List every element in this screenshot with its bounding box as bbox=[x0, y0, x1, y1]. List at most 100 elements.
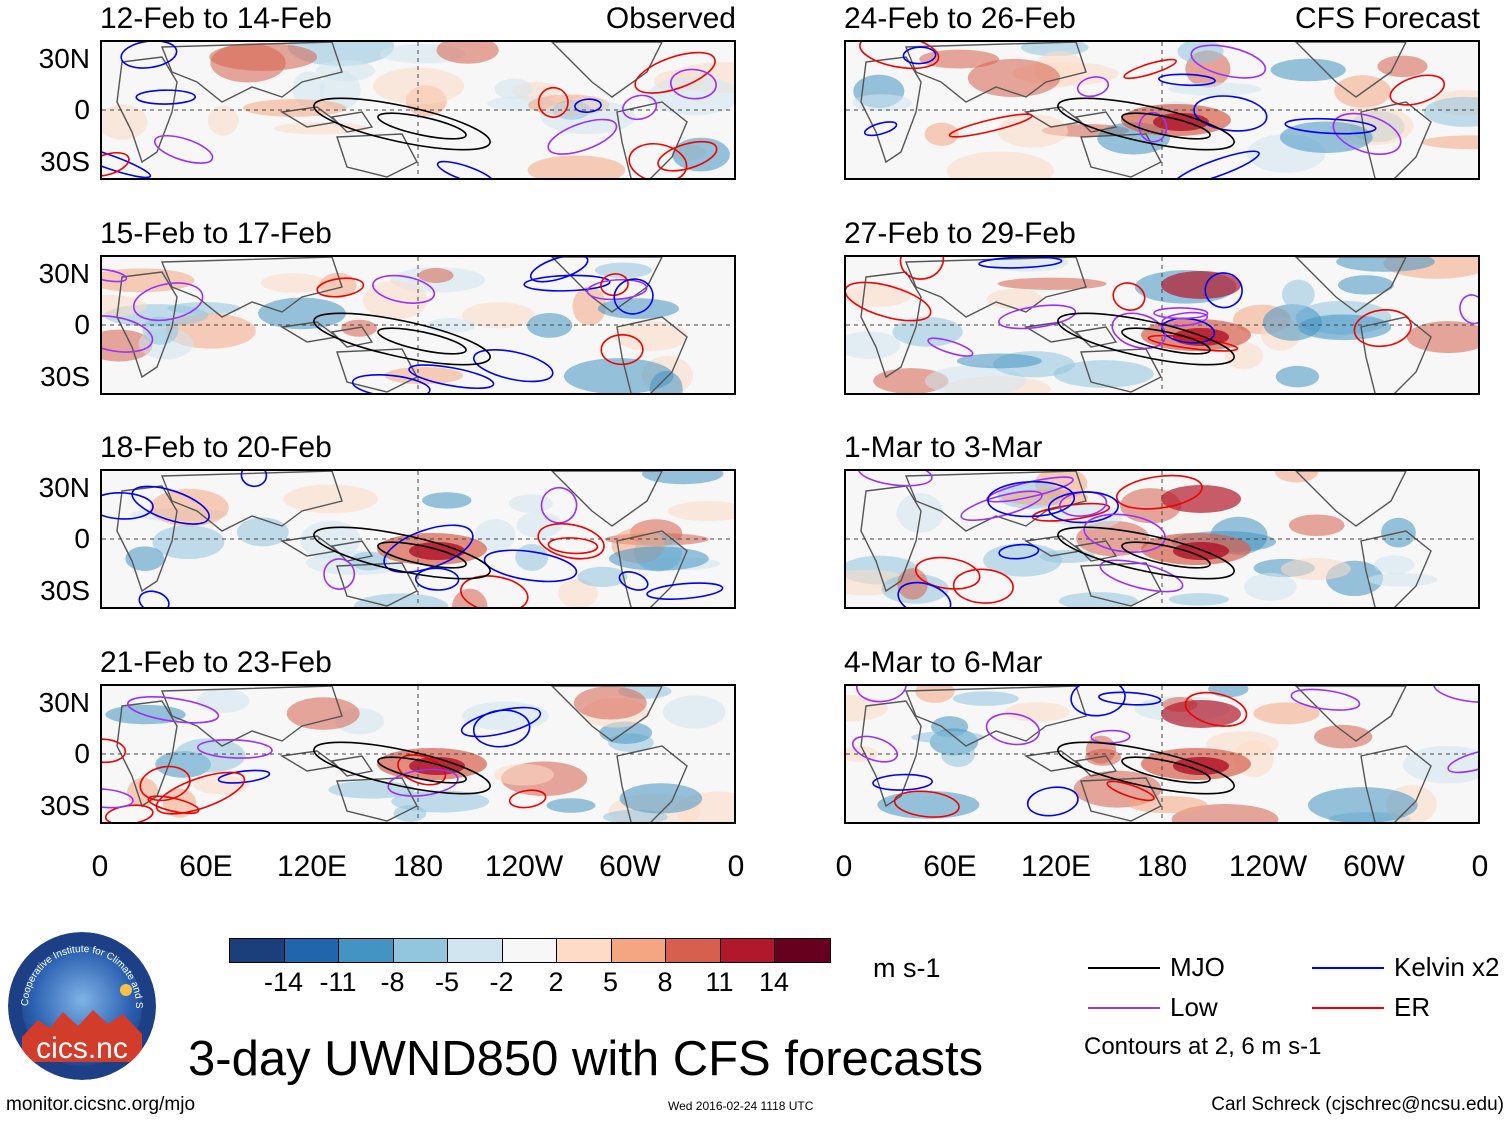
wind-anomaly-shading bbox=[436, 42, 499, 64]
wind-anomaly-shading bbox=[619, 783, 703, 814]
coastline bbox=[904, 686, 1087, 747]
wind-anomaly-shading bbox=[1253, 702, 1320, 725]
wave-contour bbox=[196, 738, 273, 759]
wind-anomaly-shading bbox=[1374, 555, 1415, 575]
wind-anomaly-shading bbox=[283, 484, 379, 514]
panel-title: 15-Feb to 17-Feb bbox=[100, 217, 332, 250]
coastline bbox=[116, 271, 178, 379]
coastline bbox=[1023, 321, 1118, 348]
footer-timestamp: Wed 2016-02-24 1118 UTC bbox=[668, 1099, 814, 1113]
wind-anomaly-shading bbox=[667, 501, 734, 522]
wave-contour bbox=[155, 771, 246, 815]
longitude-label: 0 bbox=[91, 850, 109, 883]
wave-contour bbox=[669, 68, 717, 100]
coastline bbox=[860, 485, 922, 593]
wave-contour bbox=[408, 364, 495, 390]
coastline bbox=[860, 700, 922, 808]
coastline bbox=[904, 257, 1087, 318]
wave-contour bbox=[1332, 112, 1402, 155]
latitude-label: 0 bbox=[74, 309, 90, 340]
map-plot bbox=[100, 40, 736, 180]
wave-contour bbox=[1121, 112, 1211, 140]
wind-anomaly-shading bbox=[1314, 724, 1373, 749]
wind-anomaly-shading bbox=[558, 578, 599, 607]
wave-contour bbox=[102, 738, 127, 764]
colorbar-swatch bbox=[502, 939, 557, 962]
wave-contour bbox=[313, 741, 491, 795]
wind-anomaly-shading bbox=[846, 331, 901, 359]
wind-anomaly-shading bbox=[515, 544, 549, 572]
wind-anomaly-shading bbox=[540, 99, 636, 135]
coastline bbox=[279, 106, 374, 133]
coastline bbox=[1023, 750, 1118, 777]
wind-anomaly-shading bbox=[508, 494, 553, 513]
wind-anomaly-shading bbox=[426, 318, 476, 334]
wave-contour bbox=[102, 268, 128, 283]
wind-anomaly-shading bbox=[647, 76, 734, 116]
wind-anomaly-shading bbox=[1307, 787, 1418, 822]
wind-anomaly-shading bbox=[384, 366, 464, 385]
wave-contour bbox=[634, 51, 716, 94]
wave-contour bbox=[1106, 780, 1155, 802]
map-svg bbox=[846, 257, 1478, 393]
wave-contour bbox=[351, 374, 431, 393]
wave-contour bbox=[586, 278, 648, 301]
wave-contour bbox=[987, 480, 1076, 518]
wind-anomaly-shading bbox=[102, 329, 153, 362]
coastline bbox=[551, 686, 663, 742]
wave-contour bbox=[1111, 312, 1167, 350]
wind-anomaly-shading bbox=[494, 78, 533, 100]
wave-contour bbox=[126, 696, 220, 724]
wave-contour bbox=[1389, 74, 1446, 106]
legend-label: MJO bbox=[1170, 952, 1225, 982]
longitude-label: 60W bbox=[599, 850, 661, 883]
wind-anomaly-shading bbox=[300, 520, 361, 560]
wave-contour bbox=[897, 581, 952, 607]
latitude-label: 30N bbox=[38, 472, 90, 503]
wave-contour bbox=[1057, 526, 1235, 580]
panel-column-label: Observed bbox=[605, 2, 736, 35]
wind-anomaly-shading bbox=[983, 543, 1063, 577]
coastline bbox=[551, 42, 663, 98]
coastline bbox=[336, 348, 418, 393]
wind-anomaly-shading bbox=[152, 525, 225, 560]
panel-title: 21-Feb to 23-Feb bbox=[100, 646, 332, 679]
legend-line-swatch bbox=[1088, 1006, 1160, 1009]
wave-contour bbox=[153, 134, 214, 164]
wave-contour bbox=[859, 42, 940, 70]
map-panel: 27-Feb to 29-Feb bbox=[844, 219, 1480, 395]
wave-contour bbox=[952, 568, 1014, 604]
wind-anomaly-shading bbox=[516, 511, 563, 539]
wind-anomaly-shading bbox=[319, 272, 357, 298]
wave-contour bbox=[998, 304, 1077, 330]
wind-anomaly-shading bbox=[193, 775, 249, 795]
legend-line-swatch bbox=[1312, 1006, 1384, 1009]
wind-anomaly-shading bbox=[649, 370, 683, 393]
longitude-label: 120W bbox=[484, 850, 564, 883]
wave-contour bbox=[1099, 559, 1184, 593]
wave-contour bbox=[1115, 474, 1203, 510]
panel-column-label: CFS Forecast bbox=[1294, 2, 1480, 35]
longitude-label: 180 bbox=[1136, 850, 1188, 883]
coastline bbox=[616, 745, 688, 822]
wave-contour bbox=[622, 94, 658, 121]
wave-contour bbox=[1121, 756, 1211, 784]
coastline bbox=[1295, 471, 1407, 527]
wind-anomaly-shading bbox=[1423, 96, 1478, 127]
coastline bbox=[336, 133, 418, 178]
wave-contour bbox=[316, 277, 365, 298]
wave-contour bbox=[472, 709, 531, 748]
latitude-label: 30N bbox=[38, 258, 90, 289]
legend-item: ER bbox=[1312, 992, 1430, 1023]
coastline bbox=[279, 750, 374, 777]
wind-anomaly-shading bbox=[1224, 342, 1264, 370]
coastline bbox=[1360, 530, 1432, 607]
wave-contour bbox=[902, 46, 937, 65]
wave-contour bbox=[657, 140, 718, 172]
wind-anomaly-shading bbox=[341, 319, 378, 337]
coastline bbox=[1080, 348, 1162, 393]
wave-contour bbox=[313, 526, 491, 580]
footer-credit: Carl Schreck (cjschrec@ncsu.edu) bbox=[1211, 1094, 1504, 1115]
wind-anomaly-shading bbox=[594, 262, 652, 278]
wave-contour bbox=[1153, 307, 1209, 320]
